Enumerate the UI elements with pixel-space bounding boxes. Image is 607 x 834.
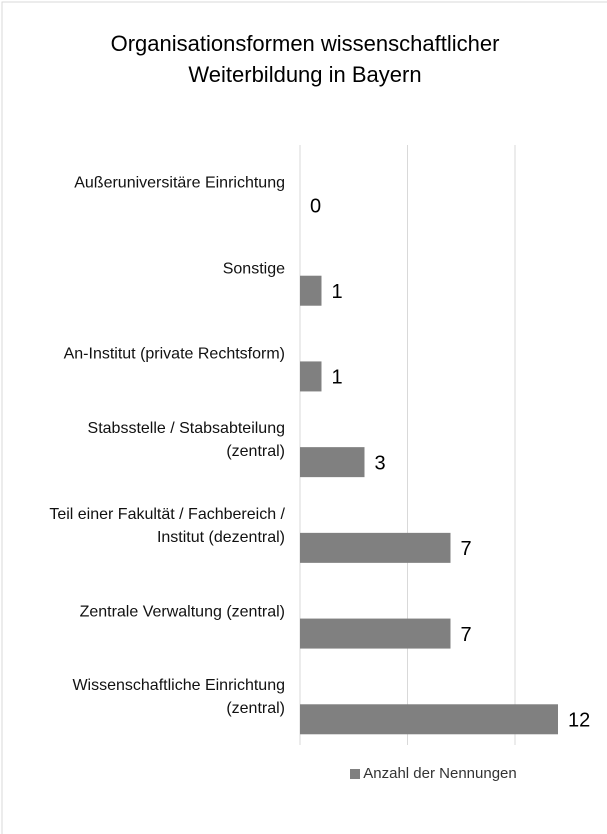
category-label: An-Institut (private Rechtsform) <box>63 345 285 363</box>
category-label: Wissenschaftliche Einrichtung (zentral) <box>72 677 285 718</box>
bar <box>300 447 365 478</box>
category-label: Zentrale Verwaltung (zentral) <box>79 603 285 621</box>
bar <box>300 618 451 649</box>
data-label: 7 <box>461 624 472 646</box>
data-label: 12 <box>568 710 590 732</box>
category-label: Teil einer Fakultät / Fachbereich / Inst… <box>49 505 285 546</box>
data-label: 0 <box>310 195 321 217</box>
category-label: Stabsstelle / Stabsabteilung (zentral) <box>87 420 285 461</box>
data-label: 1 <box>332 281 343 303</box>
legend-swatch <box>350 769 361 779</box>
legend-label: Anzahl der Nennungen <box>363 765 517 782</box>
legend: Anzahl der Nennungen <box>0 765 607 782</box>
data-label: 7 <box>461 538 472 560</box>
bar <box>300 361 322 392</box>
category-label: Außeruniversitäre Einrichtung <box>74 174 285 192</box>
chart-title: Organisationsformen wissenschaftlicher W… <box>110 31 500 87</box>
bar <box>300 275 322 306</box>
bar <box>300 704 558 735</box>
bar <box>300 532 451 563</box>
data-label: 3 <box>375 452 386 474</box>
category-label: Sonstige <box>222 260 285 278</box>
data-label: 1 <box>332 367 343 389</box>
